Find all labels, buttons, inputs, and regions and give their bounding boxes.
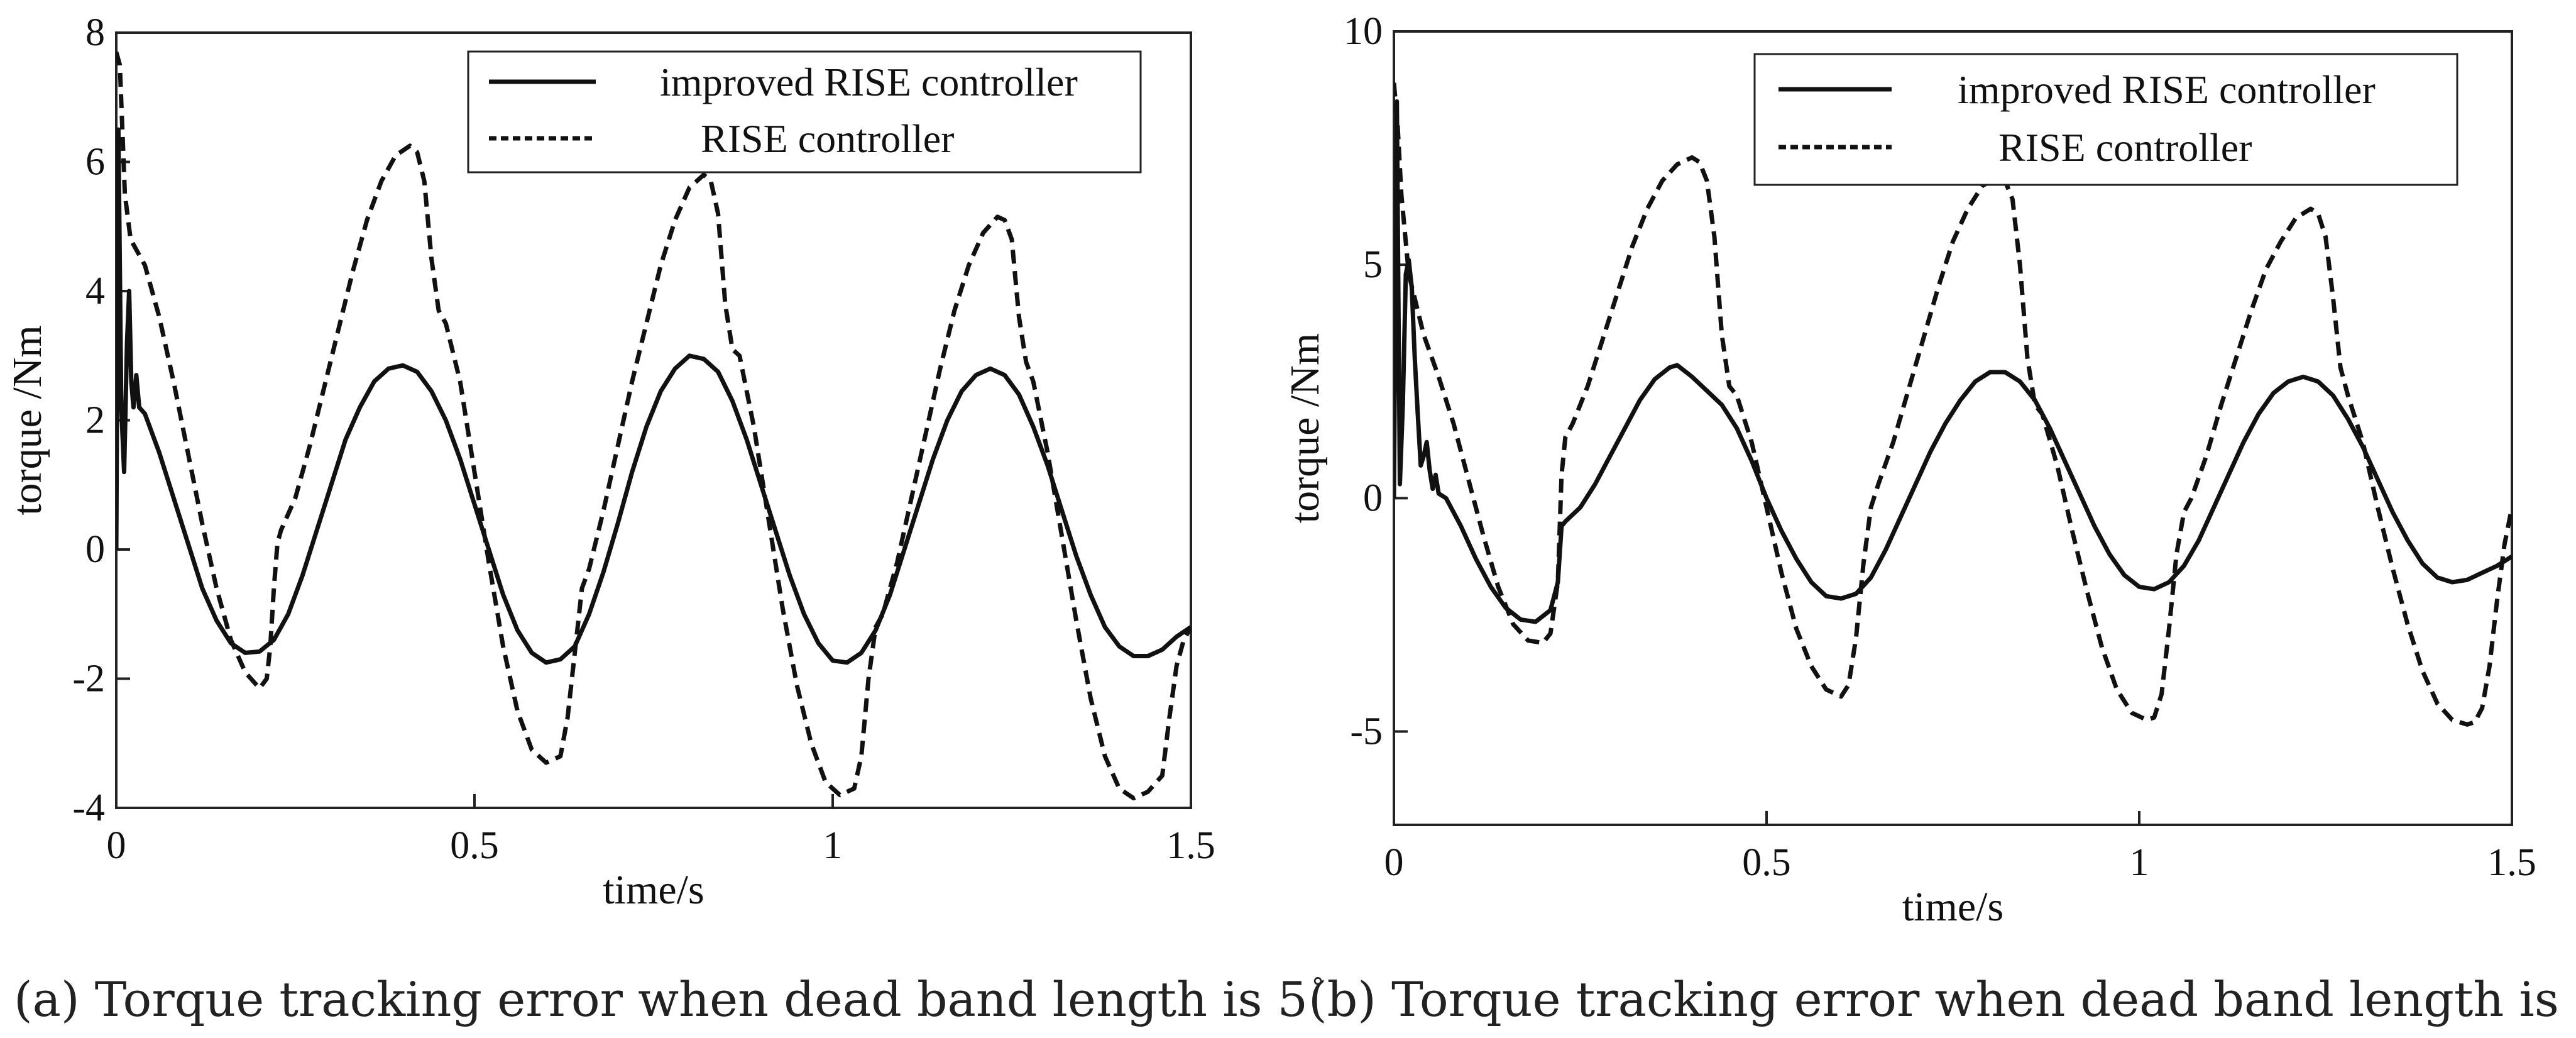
x-tick-label: 1.5 bbox=[2487, 841, 2536, 884]
y-tick-label: 6 bbox=[85, 141, 105, 184]
legend-label: improved RISE controller bbox=[660, 60, 1078, 104]
legend-box bbox=[467, 50, 1142, 174]
series-line-improved-rise bbox=[116, 127, 1191, 665]
x-axis-label: time/s bbox=[603, 867, 704, 913]
x-axis-label: time/s bbox=[1902, 884, 2003, 930]
x-tick-label: 0.5 bbox=[450, 824, 499, 867]
y-tick-label: 8 bbox=[85, 11, 105, 54]
legend: improved RISE controller RISE controller bbox=[467, 50, 1142, 174]
x-tick-label: 0 bbox=[107, 824, 126, 867]
caption-b: (b) Torque tracking error when dead band… bbox=[1308, 971, 2576, 1027]
legend-box bbox=[1753, 53, 2458, 186]
y-tick-label: -4 bbox=[72, 787, 105, 829]
series-line-rise bbox=[116, 51, 1191, 801]
legend: improved RISE controller RISE controller bbox=[1753, 53, 2458, 186]
x-tick-label: 0 bbox=[1384, 841, 1404, 884]
y-axis-label: torque /Nm bbox=[4, 325, 50, 515]
legend-label: RISE controller bbox=[701, 116, 954, 161]
y-tick-label: 10 bbox=[1344, 10, 1383, 53]
legend-label: improved RISE controller bbox=[1958, 67, 2376, 112]
x-tick-label: 0.5 bbox=[1742, 841, 1791, 884]
x-tick-label: 1 bbox=[2130, 841, 2149, 884]
y-tick-label: -2 bbox=[72, 658, 105, 700]
x-tick-label: 1 bbox=[823, 824, 843, 867]
chart-b: 0 0.5 1 1.5 -5 0 5 10 time/s torque /Nm improved R… bbox=[1282, 10, 2536, 930]
y-tick-label: 2 bbox=[85, 399, 105, 442]
y-tick-label: -5 bbox=[1350, 710, 1383, 753]
y-tick-label: 5 bbox=[1363, 243, 1383, 286]
caption-a: (a) Torque tracking error when dead band… bbox=[14, 971, 1325, 1027]
legend-label: RISE controller bbox=[1998, 125, 2252, 170]
series-line-rise bbox=[1394, 82, 2512, 727]
x-tick-label: 1.5 bbox=[1166, 824, 1215, 867]
y-tick-label: 0 bbox=[1363, 477, 1383, 519]
y-axis-label: torque /Nm bbox=[1282, 333, 1328, 523]
series-line-improved-rise bbox=[1394, 99, 2512, 624]
y-tick-label: 4 bbox=[85, 270, 105, 312]
chart-a: 0 0.5 1 1.5 -4 -2 0 2 4 6 8 time/s torque /Nm improve… bbox=[4, 11, 1215, 913]
y-tick-label: 0 bbox=[85, 528, 105, 571]
